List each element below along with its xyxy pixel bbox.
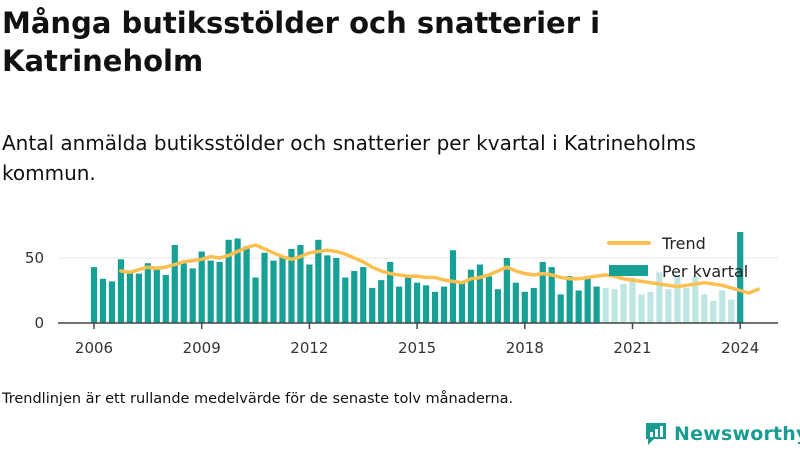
bar [728, 299, 735, 323]
trend-line-group [119, 243, 760, 295]
bar-chart: 2006 2009 2012 2015 2018 2021 2024 0 50 Trend P… [25, 232, 778, 357]
legend-trend-label: Trend [661, 234, 706, 253]
bar [279, 256, 286, 323]
bar [333, 258, 340, 323]
bar [593, 286, 600, 323]
bar [144, 263, 151, 323]
bar [674, 274, 681, 323]
bar [566, 276, 573, 323]
bar [647, 291, 654, 323]
bar [405, 274, 412, 323]
x-tick-label: 2021 [613, 339, 651, 357]
y-tick-label: 50 [25, 249, 44, 267]
x-tick-label: 2024 [721, 339, 759, 357]
x-tick-label: 2012 [290, 339, 328, 357]
bar [162, 274, 169, 323]
bar [315, 239, 322, 323]
bar [117, 259, 125, 323]
bar [602, 287, 609, 323]
bar [414, 282, 421, 323]
bar [270, 260, 277, 323]
bar [539, 261, 546, 323]
bar [288, 248, 295, 323]
chart-title: Många butiksstölder och snatterier i Kat… [2, 6, 601, 78]
x-tick-label: 2015 [398, 339, 436, 357]
x-axis: 2006 2009 2012 2015 2018 2021 2024 [58, 322, 778, 357]
bar [683, 287, 690, 323]
x-tick-label: 2018 [506, 339, 544, 357]
bar [198, 251, 205, 323]
bar [297, 245, 304, 323]
bar [324, 255, 331, 323]
bar [108, 281, 116, 323]
bar [719, 290, 726, 323]
bar [306, 264, 313, 323]
legend: Trend Per kvartal [607, 234, 748, 281]
legend-bar-label: Per kvartal [662, 262, 748, 281]
bar [611, 289, 618, 323]
chart-subtitle: Antal anmälda butiksstölder och snatteri… [2, 131, 696, 185]
legend-bar-swatch [609, 265, 648, 276]
x-tick-label: 2009 [183, 339, 221, 357]
bar [171, 245, 178, 323]
bar [521, 291, 528, 323]
bar [638, 294, 645, 323]
bar [584, 277, 591, 323]
bar [494, 289, 501, 323]
bar [216, 261, 223, 323]
bar [396, 286, 403, 323]
bar [243, 246, 250, 323]
x-tick-label: 2006 [75, 339, 113, 357]
bar [252, 277, 259, 323]
bar [360, 267, 367, 323]
bar [503, 258, 510, 323]
bar [512, 282, 519, 323]
logo-icon [646, 423, 666, 445]
bar [629, 277, 636, 323]
footnote: Trendlinjen är ett rullande medelvärde f… [2, 391, 514, 407]
bar [342, 277, 349, 323]
bar [422, 285, 430, 323]
bar [387, 261, 394, 323]
bar [153, 269, 160, 323]
bar [710, 300, 717, 323]
bar [620, 284, 627, 323]
bar [351, 271, 358, 323]
bar [234, 238, 241, 323]
bar [737, 232, 744, 323]
bar [431, 291, 439, 323]
bar [99, 278, 107, 323]
bar [530, 287, 537, 323]
bar [126, 271, 133, 323]
bar [458, 282, 466, 323]
bar [656, 272, 663, 323]
bar [261, 252, 268, 323]
bar [180, 263, 187, 323]
bar [485, 276, 492, 323]
bar [665, 289, 672, 323]
bar [557, 294, 564, 323]
bar [692, 276, 699, 323]
bar [378, 280, 385, 323]
bar [476, 264, 484, 323]
bar [90, 267, 98, 323]
y-axis: 0 50 [25, 249, 44, 332]
trend-line [119, 243, 760, 295]
bar [467, 269, 475, 323]
bar [369, 287, 376, 323]
bar [225, 239, 232, 323]
bar [575, 290, 582, 323]
bar [440, 286, 448, 323]
bar [449, 250, 457, 323]
brand-name: Newsworthy [674, 423, 800, 445]
bar [701, 294, 708, 323]
bar [189, 268, 196, 323]
y-tick-label: 0 [34, 314, 44, 332]
bar [548, 267, 555, 323]
bar [207, 260, 214, 323]
bar [135, 273, 142, 323]
bars [90, 232, 744, 323]
newsworthy-logo: Newsworthy [644, 420, 800, 448]
